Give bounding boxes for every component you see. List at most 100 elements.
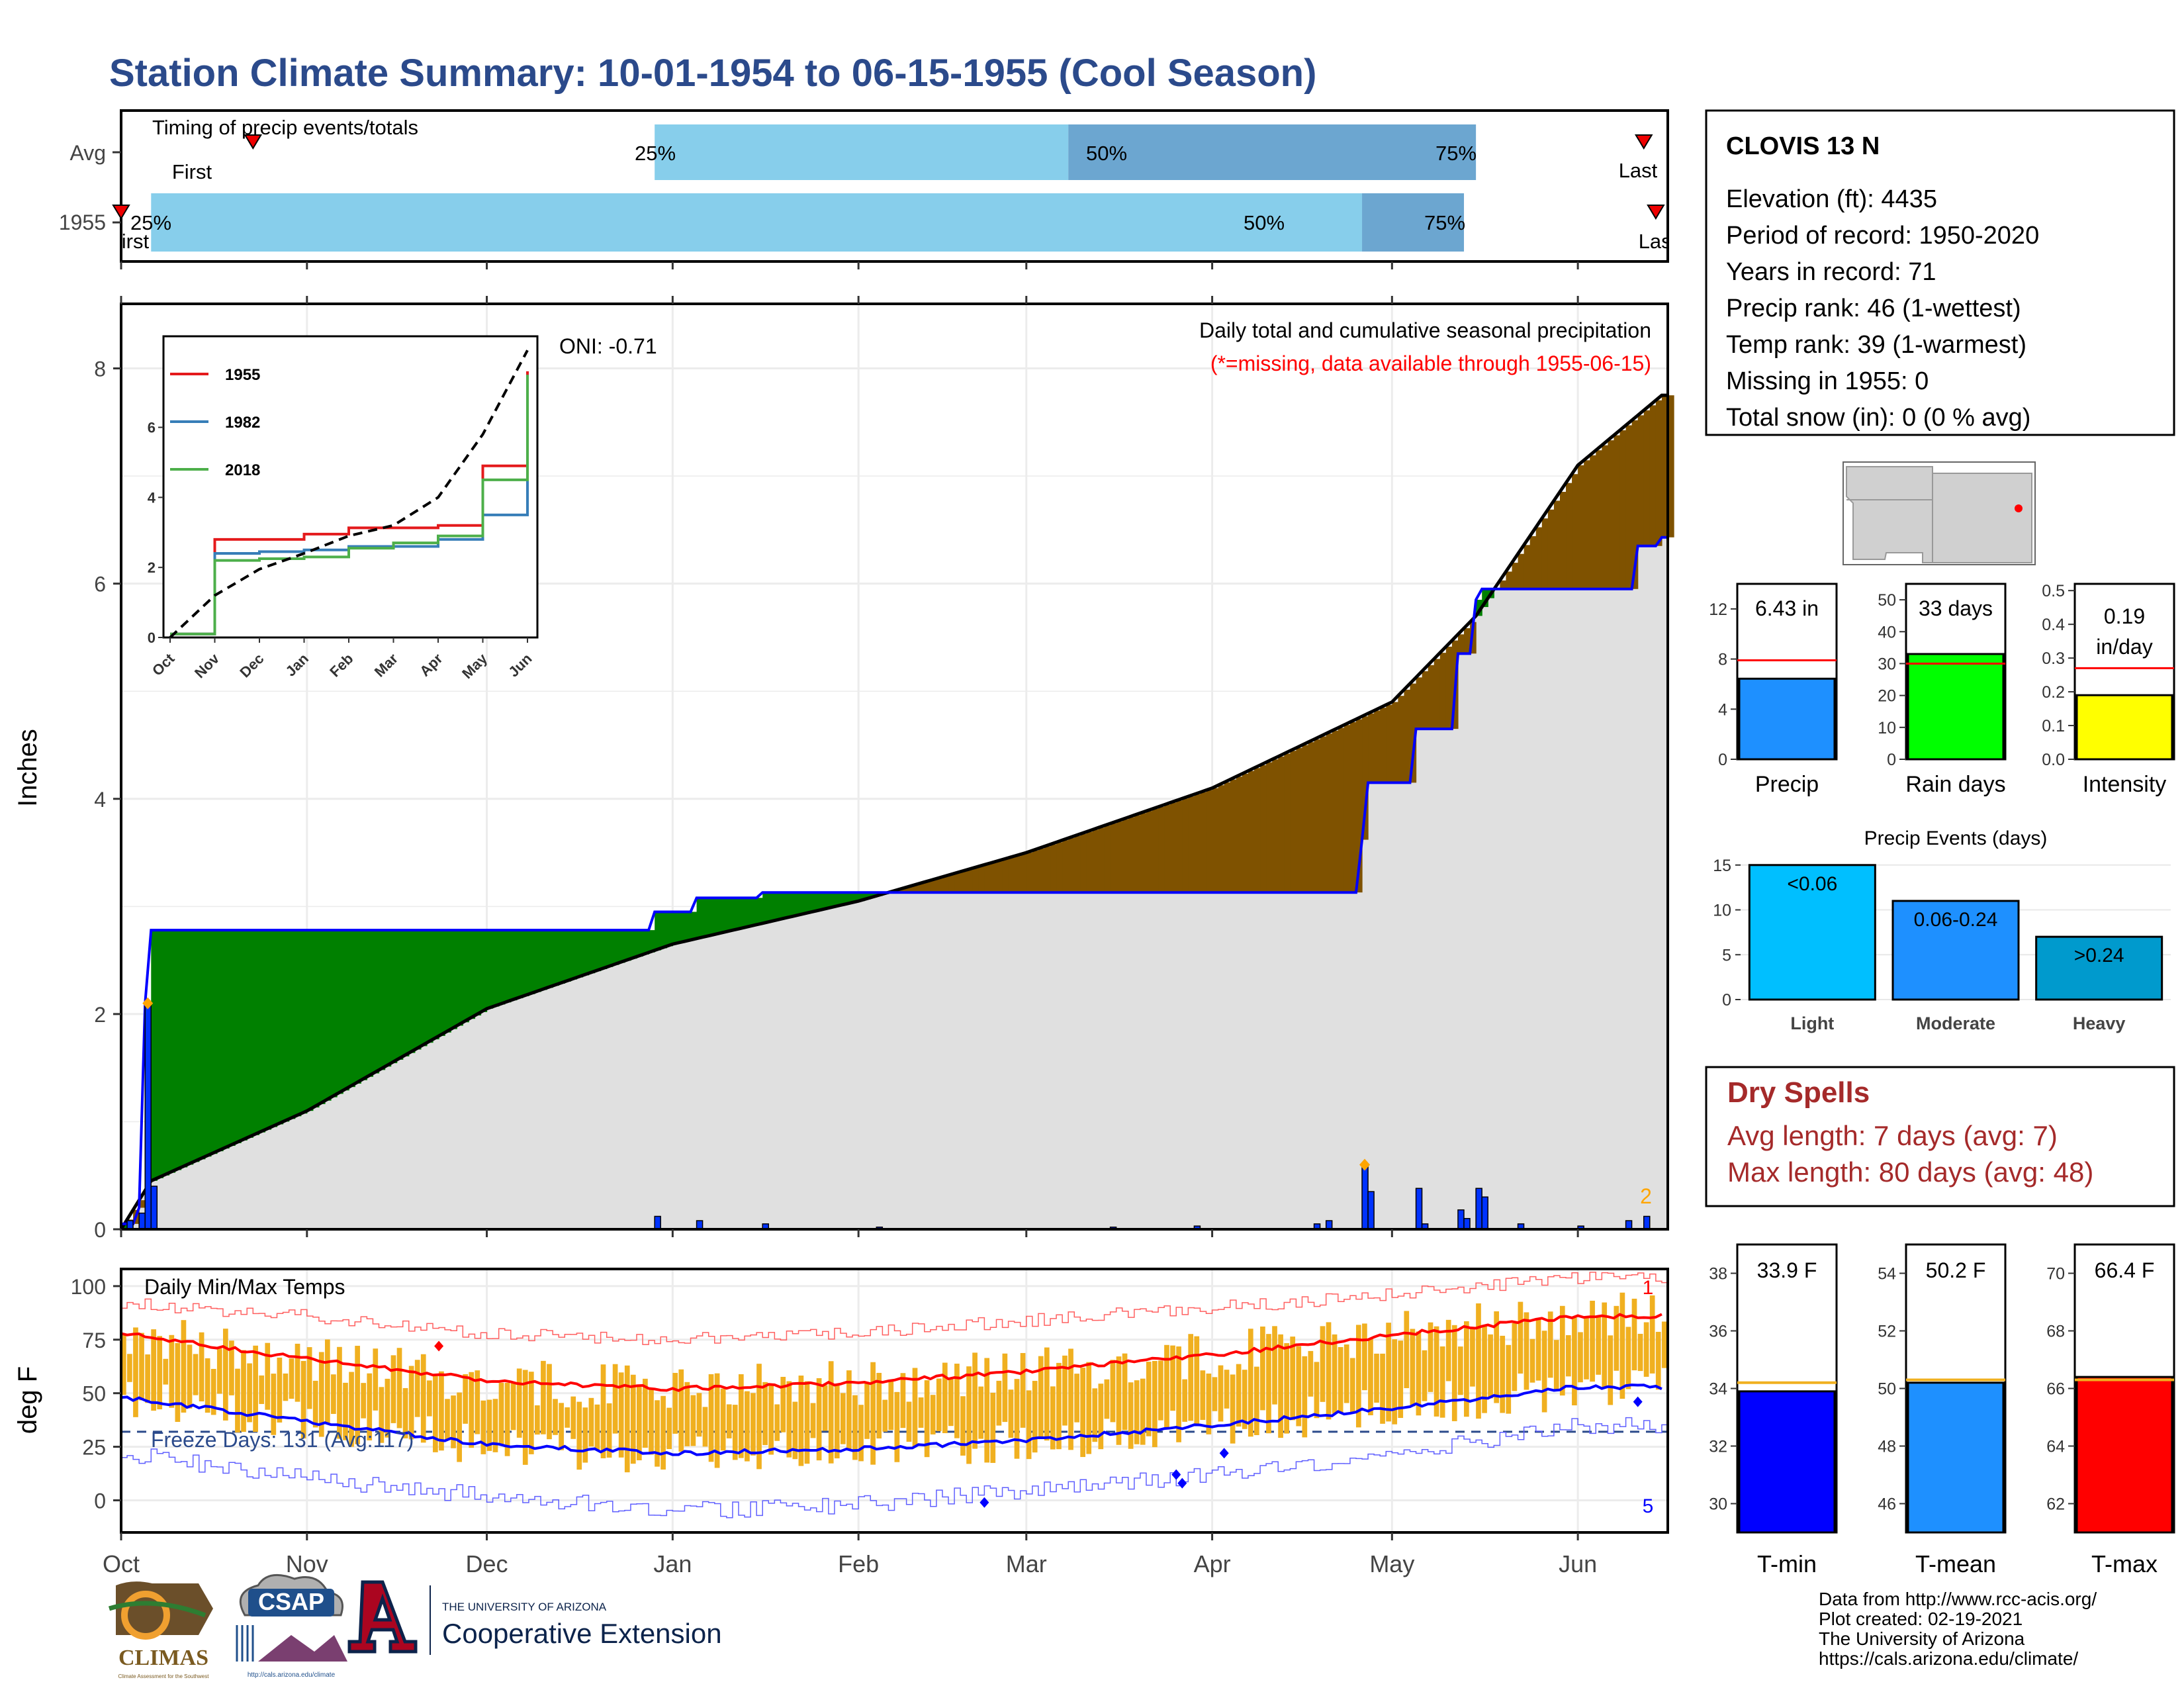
surplus-slice: [535, 930, 541, 992]
temp-record-marker: [1219, 1448, 1229, 1459]
month-label: Dec: [466, 1550, 508, 1577]
daily-temp-bar: [1068, 1348, 1073, 1450]
daily-temp-bar: [337, 1346, 342, 1439]
daily-temp-bar: [216, 1348, 222, 1394]
daily-temp-bar: [283, 1373, 289, 1401]
daily-temp-bar: [1284, 1343, 1289, 1434]
daily-temp-bar: [1308, 1350, 1314, 1397]
surplus-slice: [690, 912, 698, 940]
daily-temp-bar: [1547, 1311, 1553, 1378]
daily-temp-bar: [1080, 1368, 1086, 1458]
deficit-slice: [1248, 771, 1255, 893]
daily-temp-bar: [637, 1384, 642, 1461]
deficit-slice: [906, 887, 913, 893]
surplus-slice: [498, 930, 506, 1005]
deficit-slice: [1464, 628, 1471, 654]
deficit-slice: [1116, 821, 1123, 893]
summary-label-Rain days: Rain days: [1905, 772, 2005, 797]
inset-ytick-label: 4: [148, 489, 156, 506]
daily-temp-bar: [1086, 1362, 1092, 1454]
deficit-slice: [1416, 677, 1423, 729]
daily-temp-bar: [528, 1372, 534, 1454]
daily-temp-bar: [630, 1374, 636, 1464]
daily-temp-bar: [690, 1395, 696, 1446]
y1955-p75-label: 75%: [1424, 211, 1465, 234]
y1955-p25-label: 25%: [130, 211, 171, 234]
daily-temp-bar: [576, 1401, 582, 1470]
record-min-line: [121, 1417, 1668, 1519]
temp-record-marker: [1633, 1396, 1643, 1407]
daily-temp-bar: [1182, 1379, 1187, 1422]
surplus-slice: [643, 930, 649, 955]
daily-temp-bar: [984, 1358, 990, 1463]
summary-ytick-label: 0: [1887, 751, 1896, 769]
daily-temp-bar: [318, 1352, 324, 1437]
daily-temp-bar: [1392, 1339, 1398, 1425]
daily-temp-bar: [414, 1360, 420, 1417]
temp-panel: 0 25 50 75 100 Daily Min/Max Temps Freeze Da…: [13, 1268, 1669, 1577]
deficit-slice: [1374, 710, 1381, 783]
daily-precip-bar: [1643, 1215, 1651, 1230]
deficit-slice: [1470, 622, 1477, 654]
deficit-slice: [1050, 844, 1057, 893]
daily-temp-bar: [1326, 1322, 1332, 1420]
daily-temp-bar: [1128, 1382, 1134, 1449]
deficit-slice: [1343, 725, 1351, 893]
daily-temp-bar: [1362, 1323, 1367, 1391]
deficit-slice: [1619, 430, 1627, 589]
deficit-slice: [984, 865, 991, 893]
events-bar-text-Light: <0.06: [1787, 873, 1837, 895]
daily-temp-bar: [367, 1373, 373, 1440]
daily-temp-bar: [1494, 1311, 1500, 1403]
precip-ytick-label: 4: [94, 788, 106, 812]
daily-temp-bar: [678, 1369, 684, 1452]
avg-min-line: [120, 1383, 1662, 1456]
temp-lines: [120, 1272, 1668, 1519]
surplus-slice: [480, 930, 488, 1012]
temp-summary-ytick-label: 62: [2046, 1495, 2065, 1514]
daily-temp-bar: [504, 1383, 510, 1456]
csap-logo-url: http://cals.arizona.edu/climate: [248, 1671, 336, 1679]
daily-temp-bar: [702, 1407, 708, 1447]
daily-precip-bar: [138, 1212, 146, 1230]
deficit-slice: [1457, 634, 1465, 654]
precip-area-layers: [119, 393, 1674, 1231]
surplus-slice: [1476, 600, 1482, 616]
daily-temp-bar: [720, 1388, 726, 1451]
daily-temp-bar: [1146, 1362, 1152, 1436]
summary-ytick-label: 0.2: [2042, 683, 2065, 702]
deficit-slice: [1428, 665, 1435, 729]
daily-temp-bar: [1590, 1300, 1595, 1382]
precip-record-marker: [142, 997, 154, 1009]
surplus-slice: [193, 930, 200, 1162]
surplus-slice: [666, 912, 673, 947]
deficit-slice: [1104, 825, 1111, 893]
daily-precip-bar: [1361, 1164, 1369, 1230]
daily-temp-bar: [205, 1358, 210, 1413]
avg-first-label: First: [172, 160, 212, 183]
events-bars: 0 5 10 15 <0.06 Light 0.06-0.24 Moderate >0.24 He…: [1713, 857, 2171, 1033]
daily-temp-bar: [1050, 1386, 1056, 1450]
deficit-slice: [1056, 842, 1063, 893]
daily-temp-bar: [978, 1386, 984, 1439]
daily-temp-bar: [385, 1378, 390, 1438]
inset-ytick-label: 2: [148, 559, 156, 576]
deficit-slice: [1278, 756, 1285, 893]
climas-logo: CLIMAS Climate Assessment for the Southw…: [108, 1581, 213, 1679]
precip-yticks: 0 2 4 6 8: [94, 296, 1579, 1242]
surplus-slice: [864, 892, 871, 900]
daily-temp-bar: [942, 1362, 948, 1434]
daily-temp-bar: [199, 1332, 205, 1401]
deficit-slice: [1194, 794, 1201, 893]
dry-spells-frame: [1705, 1066, 2175, 1207]
daily-temp-bar: [912, 1368, 918, 1447]
inset-legend-label: 1982: [225, 414, 260, 432]
deficit-slice: [1002, 859, 1009, 893]
daily-temp-bar: [1524, 1312, 1529, 1390]
timing-marks: [112, 124, 1665, 269]
deficit-slice: [1368, 713, 1375, 783]
temp-summary-bar-T-mean: [1907, 1382, 2005, 1534]
deficit-slice: [1224, 782, 1231, 893]
ua-a-icon: [347, 1580, 418, 1654]
surplus-slice: [528, 930, 535, 994]
